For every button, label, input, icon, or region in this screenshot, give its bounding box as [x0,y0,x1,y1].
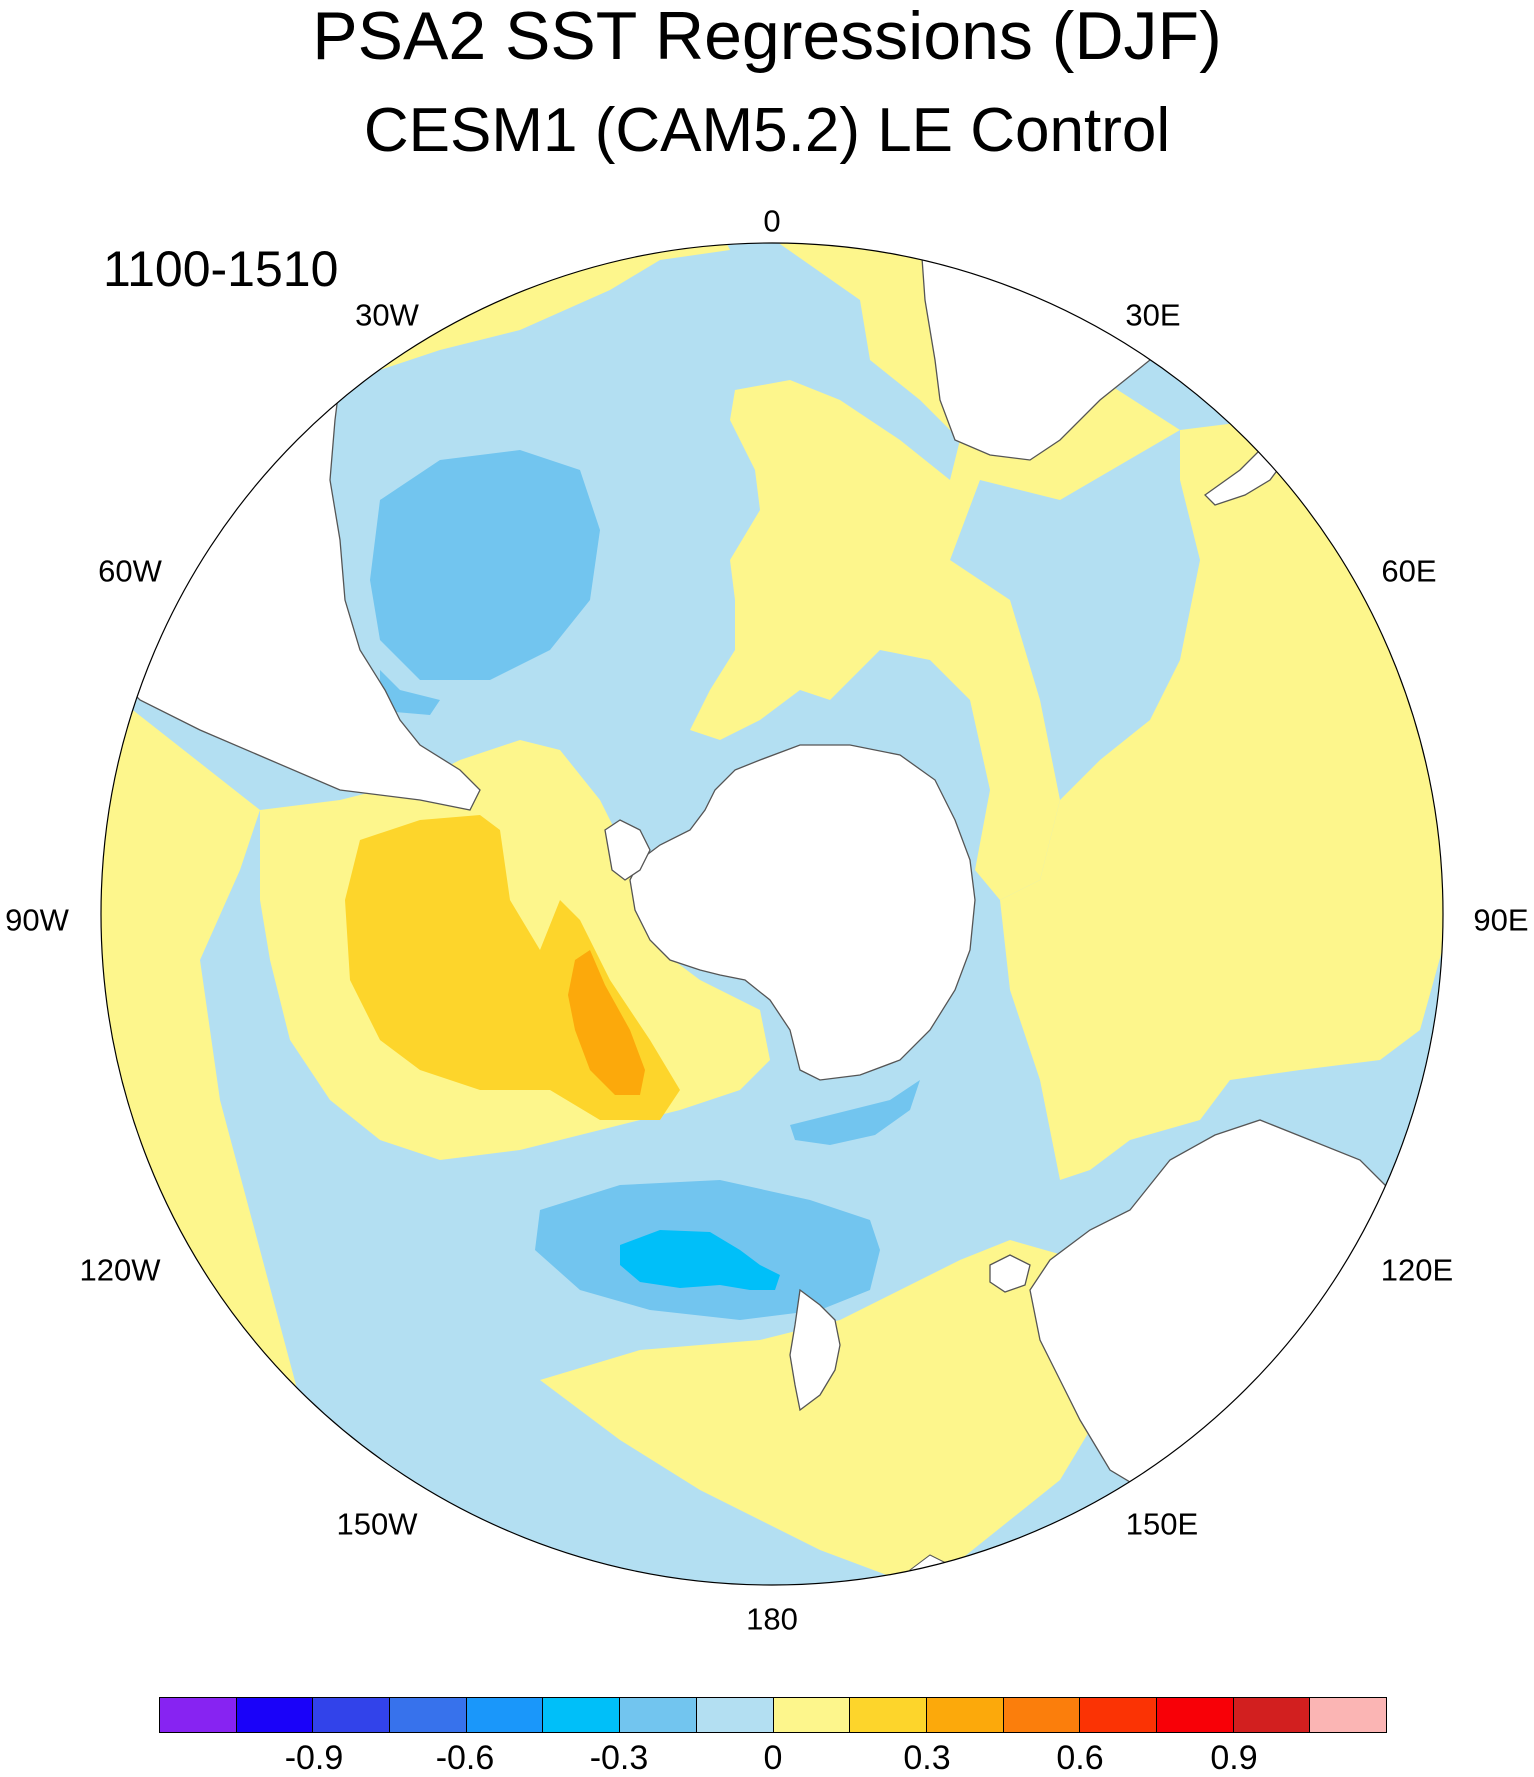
colorbar-swatch [236,1698,314,1732]
colorbar-swatch [390,1698,467,1732]
lon-label-150w: 150W [336,1506,418,1542]
colorbar-swatch [696,1698,774,1732]
colorbar-swatch [1310,1698,1386,1732]
colorbar-swatch [850,1698,927,1732]
colorbar-tick-label: 0.6 [1056,1739,1104,1777]
period-label: 1100-1510 [103,241,339,297]
colorbar-swatch [160,1698,237,1732]
colorbar-swatch [1003,1698,1081,1732]
colorbar-swatch [313,1698,391,1732]
lon-label-180: 180 [746,1601,798,1637]
sst-pos-region-strong [568,950,645,1095]
colorbar-swatch [1080,1698,1157,1732]
sst-neg-region-drake [380,670,440,715]
lon-label-30w: 30W [355,297,419,333]
lon-label-60e: 60E [1381,553,1437,589]
colorbar-tick-label: 0 [763,1739,783,1777]
colorbar-tick-label: -0.3 [589,1739,649,1777]
colorbar-swatch [926,1698,1004,1732]
colorbar-swatch [1233,1698,1311,1732]
colorbar-swatch [543,1698,621,1732]
colorbar-tick-label: 0.9 [1210,1739,1258,1777]
map-subtitle: CESM1 (CAM5.2) LE Control [363,96,1171,165]
sst-neg-region-ross [790,1080,920,1145]
sst-neg-region-strong [620,1230,780,1290]
lon-label-120w: 120W [79,1252,161,1288]
colorbar-swatch [466,1698,544,1732]
lon-label-30e: 30E [1125,297,1181,333]
land-antarctic-peninsula [604,819,651,881]
sst-neg-region-weddell [370,450,600,680]
sst-pos-region-tasman [540,1240,1120,1580]
colorbar-swatch [773,1698,851,1732]
colorbar-tick-label: -0.6 [435,1739,495,1777]
colorbar-tick-label: 0.3 [903,1739,951,1777]
colorbar-swatch [1156,1698,1234,1732]
colorbar [159,1697,1387,1733]
colorbar-tick-label: -0.9 [284,1739,344,1777]
colorbar-swatch [620,1698,697,1732]
land-new-zealand [789,1288,841,1412]
sst-pos-region-indian [1000,420,1443,1180]
land-tasmania [989,1254,1031,1293]
map-title: PSA2 SST Regressions (DJF) [312,0,1222,74]
lon-label-60w: 60W [98,553,162,589]
lon-label-120e: 120E [1380,1252,1454,1288]
map-boundary [100,242,1444,1586]
lon-label-90e: 90E [1473,902,1529,938]
lon-label-150e: 150E [1125,1506,1199,1542]
lon-label-0: 0 [763,203,781,239]
lon-label-90w: 90W [5,902,69,938]
